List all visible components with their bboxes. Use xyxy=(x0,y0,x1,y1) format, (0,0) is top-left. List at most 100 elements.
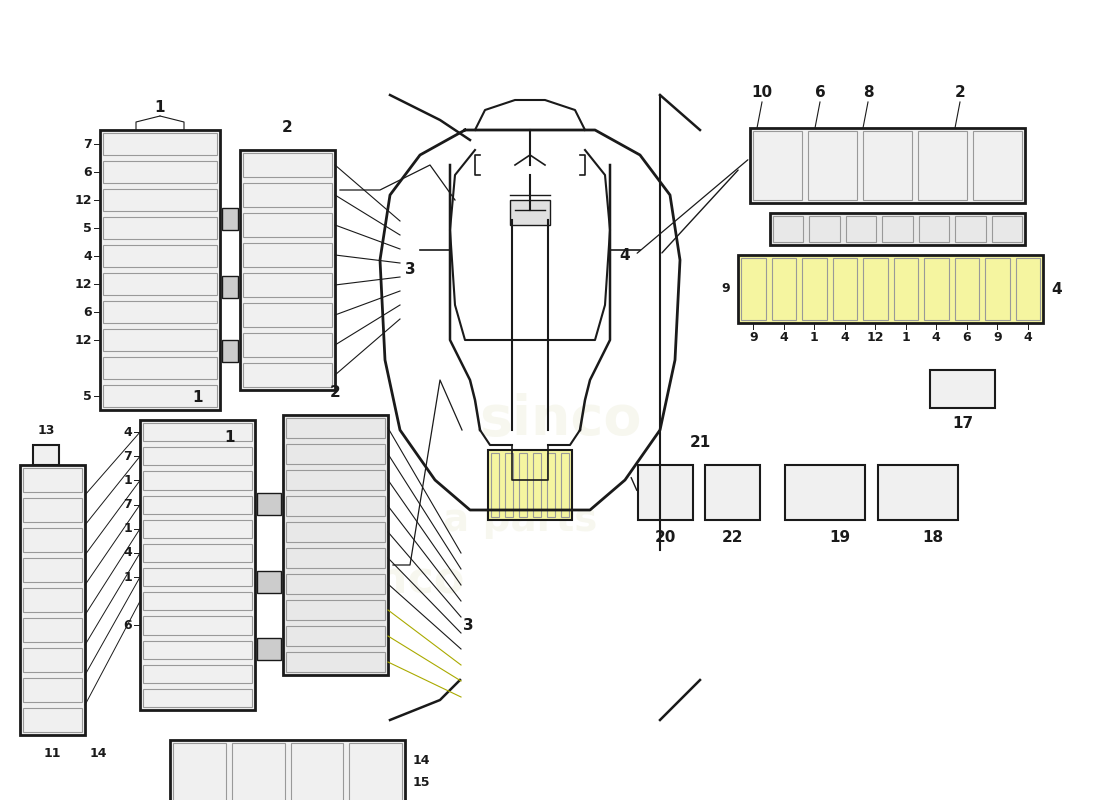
Bar xyxy=(173,743,225,800)
Text: 9: 9 xyxy=(993,331,1002,344)
Bar xyxy=(222,208,238,230)
Bar xyxy=(143,616,252,634)
Text: 1: 1 xyxy=(123,522,132,535)
Bar xyxy=(257,638,280,659)
Bar xyxy=(103,133,217,155)
Bar xyxy=(143,495,252,514)
Bar xyxy=(924,258,948,320)
Text: 12: 12 xyxy=(75,194,92,206)
Bar xyxy=(286,652,385,672)
Text: 4: 4 xyxy=(123,426,132,438)
Bar xyxy=(955,216,986,242)
Text: 6: 6 xyxy=(84,306,92,318)
Text: 6: 6 xyxy=(962,331,971,344)
Bar xyxy=(286,496,385,516)
Bar xyxy=(257,493,280,514)
Bar xyxy=(1015,258,1040,320)
Bar xyxy=(833,258,857,320)
Bar xyxy=(143,568,252,586)
Bar xyxy=(23,558,82,582)
Bar xyxy=(741,258,766,320)
Bar xyxy=(864,258,888,320)
Text: 15: 15 xyxy=(412,775,430,789)
Bar xyxy=(505,453,513,517)
Bar xyxy=(23,708,82,732)
Bar xyxy=(286,626,385,646)
Text: 9: 9 xyxy=(749,331,758,344)
Bar xyxy=(750,128,1025,203)
Bar xyxy=(519,453,527,517)
Text: 1: 1 xyxy=(123,570,132,583)
Text: 5: 5 xyxy=(84,390,92,402)
Bar xyxy=(23,648,82,672)
Text: 20: 20 xyxy=(654,530,676,545)
Bar xyxy=(808,131,857,200)
Bar xyxy=(103,217,217,239)
Text: 18: 18 xyxy=(923,530,944,545)
Bar xyxy=(243,153,332,177)
Bar xyxy=(170,740,405,800)
Bar xyxy=(243,213,332,237)
Bar xyxy=(103,189,217,211)
Bar xyxy=(243,303,332,327)
Bar xyxy=(785,465,865,520)
Bar xyxy=(20,465,85,735)
Bar xyxy=(754,131,802,200)
Bar xyxy=(802,258,826,320)
Text: 7: 7 xyxy=(123,498,132,511)
Text: 3: 3 xyxy=(463,618,474,633)
Bar xyxy=(286,444,385,464)
Bar xyxy=(103,273,217,295)
Bar xyxy=(23,678,82,702)
Text: 22: 22 xyxy=(722,530,744,545)
Text: 1: 1 xyxy=(155,100,165,115)
Text: 11: 11 xyxy=(44,747,62,760)
Bar xyxy=(257,570,280,593)
Bar xyxy=(738,255,1043,323)
Text: 2: 2 xyxy=(330,385,341,400)
Bar xyxy=(810,216,840,242)
Text: 3: 3 xyxy=(405,262,416,278)
Bar xyxy=(143,665,252,683)
Bar xyxy=(974,131,1022,200)
Bar xyxy=(638,465,693,520)
Bar xyxy=(283,415,388,675)
Text: 8: 8 xyxy=(862,85,873,100)
Bar xyxy=(561,453,569,517)
Bar xyxy=(143,423,252,441)
Bar xyxy=(286,574,385,594)
Text: 9: 9 xyxy=(722,282,730,295)
Text: 4: 4 xyxy=(780,331,788,344)
Bar xyxy=(878,465,958,520)
Bar xyxy=(510,200,550,225)
Bar xyxy=(243,333,332,357)
Bar xyxy=(222,275,238,298)
Bar xyxy=(930,370,996,408)
Text: 4: 4 xyxy=(932,331,940,344)
Bar xyxy=(103,301,217,323)
Text: 4: 4 xyxy=(1050,282,1062,297)
Bar xyxy=(770,213,1025,245)
Bar xyxy=(232,743,285,800)
Text: 1: 1 xyxy=(224,430,235,445)
Bar xyxy=(846,216,877,242)
Bar xyxy=(286,600,385,620)
Bar xyxy=(23,528,82,552)
Bar xyxy=(243,183,332,207)
Bar xyxy=(143,447,252,466)
Bar xyxy=(773,216,803,242)
Bar xyxy=(140,420,255,710)
Text: a parts: a parts xyxy=(443,501,597,539)
Text: 6: 6 xyxy=(84,166,92,178)
Bar xyxy=(143,471,252,490)
Text: sinco: sinco xyxy=(334,558,465,602)
Text: 1: 1 xyxy=(192,390,202,405)
Bar xyxy=(143,544,252,562)
Bar xyxy=(290,743,343,800)
Bar xyxy=(23,618,82,642)
Bar xyxy=(240,150,336,390)
Bar xyxy=(243,273,332,297)
Bar xyxy=(955,258,979,320)
Bar xyxy=(918,216,949,242)
Text: 2: 2 xyxy=(955,85,966,100)
